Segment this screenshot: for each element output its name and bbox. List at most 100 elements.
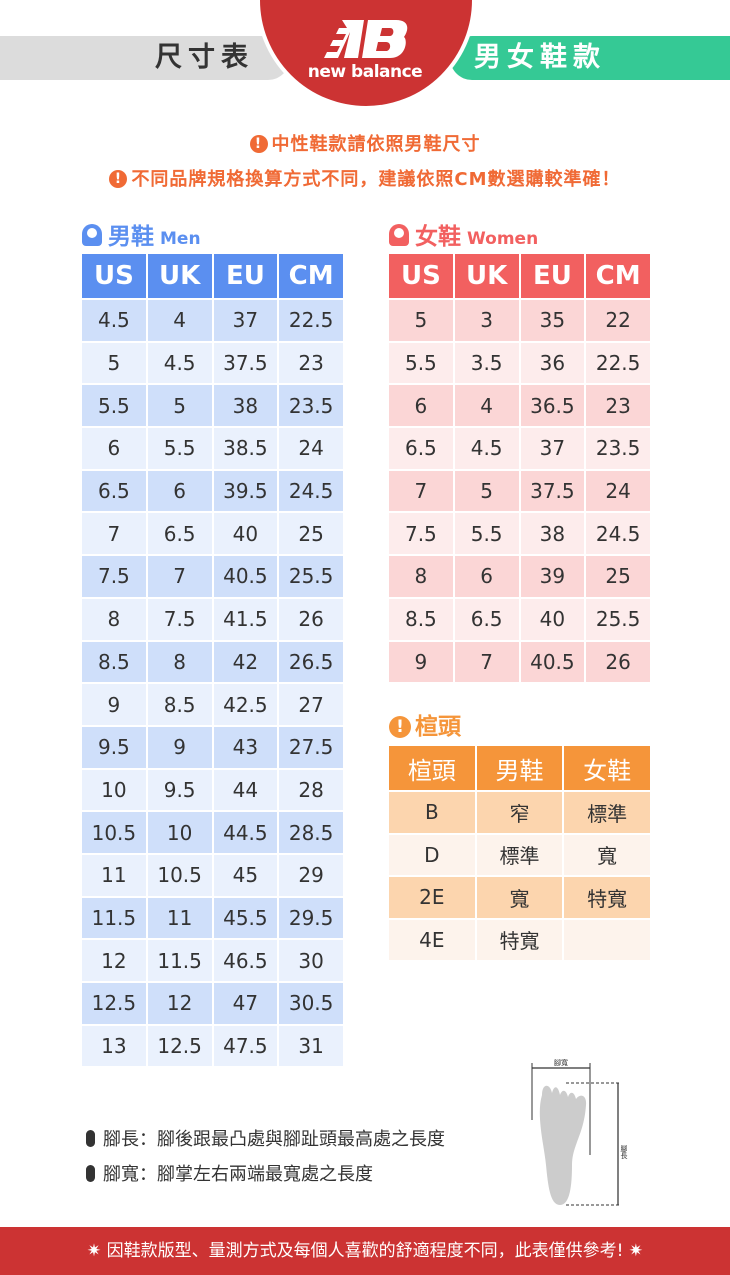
width-title: 楦頭 [415, 714, 461, 740]
footer-disclaimer: ✷ 因鞋款版型、量測方式及每個人喜歡的舒適程度不同，此表僅供參考! ✷ [0, 1227, 730, 1275]
table-cell: 29.5 [277, 895, 345, 941]
table-cell: 9 [80, 682, 148, 727]
exclamation-icon: ! [389, 716, 411, 738]
table-cell: 30.5 [277, 981, 345, 1026]
women-size-table: US UK EU CM 5 3 35 22 5.5 3.5 36 22.5 6 4 36.5 23 6.5 4.5… [387, 252, 652, 685]
table-cell: 7.5 [80, 554, 148, 599]
table-cell: 24 [584, 468, 652, 514]
table-cell: 4 [145, 298, 214, 343]
table-cell: 特寬 [474, 917, 565, 962]
table-row: 4.5 4 37 22.5 [80, 298, 345, 343]
table-cell: 8 [387, 554, 455, 599]
table-cell: 6 [387, 383, 455, 429]
table-cell: 40.5 [518, 639, 587, 685]
length-label: 腳長 [620, 1144, 628, 1160]
table-cell: 7 [387, 468, 455, 514]
table-cell [562, 917, 652, 962]
table-cell: 46.5 [211, 938, 280, 983]
exclamation-icon: ! [249, 135, 268, 153]
table-cell: 標準 [474, 832, 565, 877]
column-header: US [80, 252, 148, 300]
star-icon: ✷ [623, 1241, 644, 1261]
header-row: US UK EU CM [80, 252, 345, 300]
table-cell: 36 [518, 340, 587, 386]
table-cell: 9.5 [80, 724, 148, 770]
table-row: 5 4.5 37.5 23 [80, 340, 345, 386]
table-cell: 窄 [474, 790, 565, 835]
table-cell: 25.5 [277, 554, 345, 599]
table-row: 5 3 35 22 [387, 298, 652, 343]
table-cell: 7 [145, 554, 214, 599]
size-chart-title: 尺寸表 [0, 36, 290, 80]
table-cell: 10.5 [80, 810, 148, 855]
table-row: 7 5 37.5 24 [387, 468, 652, 514]
column-header: 女鞋 [562, 744, 652, 792]
definition-length: 腳長：腳後跟最凸處與腳趾頭最高處之長度 [86, 1125, 445, 1151]
table-cell: 26 [584, 639, 652, 685]
men-title: 男鞋 [108, 224, 154, 250]
table-cell: 11 [80, 852, 148, 898]
table-cell: 11.5 [80, 895, 148, 941]
table-cell: 37.5 [518, 468, 587, 514]
table-row: B 窄標準 [387, 790, 652, 835]
table-cell: 22.5 [584, 340, 652, 386]
table-cell: 26.5 [277, 639, 345, 685]
table-cell: 9 [145, 724, 214, 770]
table-row: 6 4 36.5 23 [387, 383, 652, 429]
header-row: US UK EU CM [387, 252, 652, 300]
women-subtitle: Women [467, 229, 539, 249]
table-cell: 23 [584, 383, 652, 429]
table-row: 5.5 3.5 36 22.5 [387, 340, 652, 386]
table-cell: 4E [387, 917, 477, 962]
column-header: EU [518, 252, 587, 300]
table-row: 6.5 6 39.5 24.5 [80, 468, 345, 514]
table-row: D 標準寬 [387, 832, 652, 877]
table-row: 5.5 5 38 23.5 [80, 383, 345, 429]
note-text: 中性鞋款請依照男鞋尺寸 [271, 134, 481, 155]
table-cell: 23.5 [584, 426, 652, 471]
table-cell: 12.5 [145, 1023, 214, 1069]
table-cell: 37 [211, 298, 280, 343]
width-label: 腳寬 [554, 1058, 568, 1067]
table-cell: 10.5 [145, 852, 214, 898]
width-table: 楦頭 男鞋 女鞋 B 窄標準 D 標準寬 2E 寬特寬 4E 特寬 [387, 744, 652, 962]
table-row: 9 7 40.5 26 [387, 639, 652, 685]
table-cell: 7 [80, 511, 148, 557]
table-row: 13 12.5 47.5 31 [80, 1023, 345, 1069]
table-row: 7 6.5 40 25 [80, 511, 345, 557]
table-cell: 47.5 [211, 1023, 280, 1069]
table-row: 7.5 7 40.5 25.5 [80, 554, 345, 599]
star-icon: ✷ [86, 1241, 107, 1261]
table-row: 8.5 8 42 26.5 [80, 639, 345, 685]
table-cell: 40.5 [211, 554, 280, 599]
table-cell: 10 [80, 767, 148, 813]
table-cell: 特寬 [562, 875, 652, 920]
table-cell: 5 [80, 340, 148, 386]
table-cell: 38 [518, 511, 587, 557]
table-row: 2E 寬特寬 [387, 875, 652, 920]
table-cell: 36.5 [518, 383, 587, 429]
definition-width: 腳寬：腳掌左右兩端最寬處之長度 [86, 1160, 373, 1186]
table-row: 10.5 10 44.5 28.5 [80, 810, 345, 855]
table-cell: 44.5 [211, 810, 280, 855]
women-title: 女鞋 [415, 224, 461, 250]
column-header: US [387, 252, 455, 300]
column-header: EU [211, 252, 280, 300]
header-row: 楦頭 男鞋 女鞋 [387, 744, 652, 792]
table-cell: 37 [518, 426, 587, 471]
table-row: 11.5 11 45.5 29.5 [80, 895, 345, 941]
table-cell: 8 [145, 639, 214, 685]
table-cell: 6.5 [80, 468, 148, 514]
table-cell: 9 [387, 639, 455, 685]
table-cell: 標準 [562, 790, 652, 835]
table-cell: 5.5 [145, 426, 214, 471]
table-row: 8 7.5 41.5 26 [80, 596, 345, 642]
table-cell: 24.5 [277, 468, 345, 514]
table-cell: 4.5 [80, 298, 148, 343]
table-cell: 5 [145, 383, 214, 429]
table-cell: 27.5 [277, 724, 345, 770]
table-cell: 39 [518, 554, 587, 599]
table-cell: 26 [277, 596, 345, 642]
table-row: 7.5 5.5 38 24.5 [387, 511, 652, 557]
table-cell: 7.5 [145, 596, 214, 642]
